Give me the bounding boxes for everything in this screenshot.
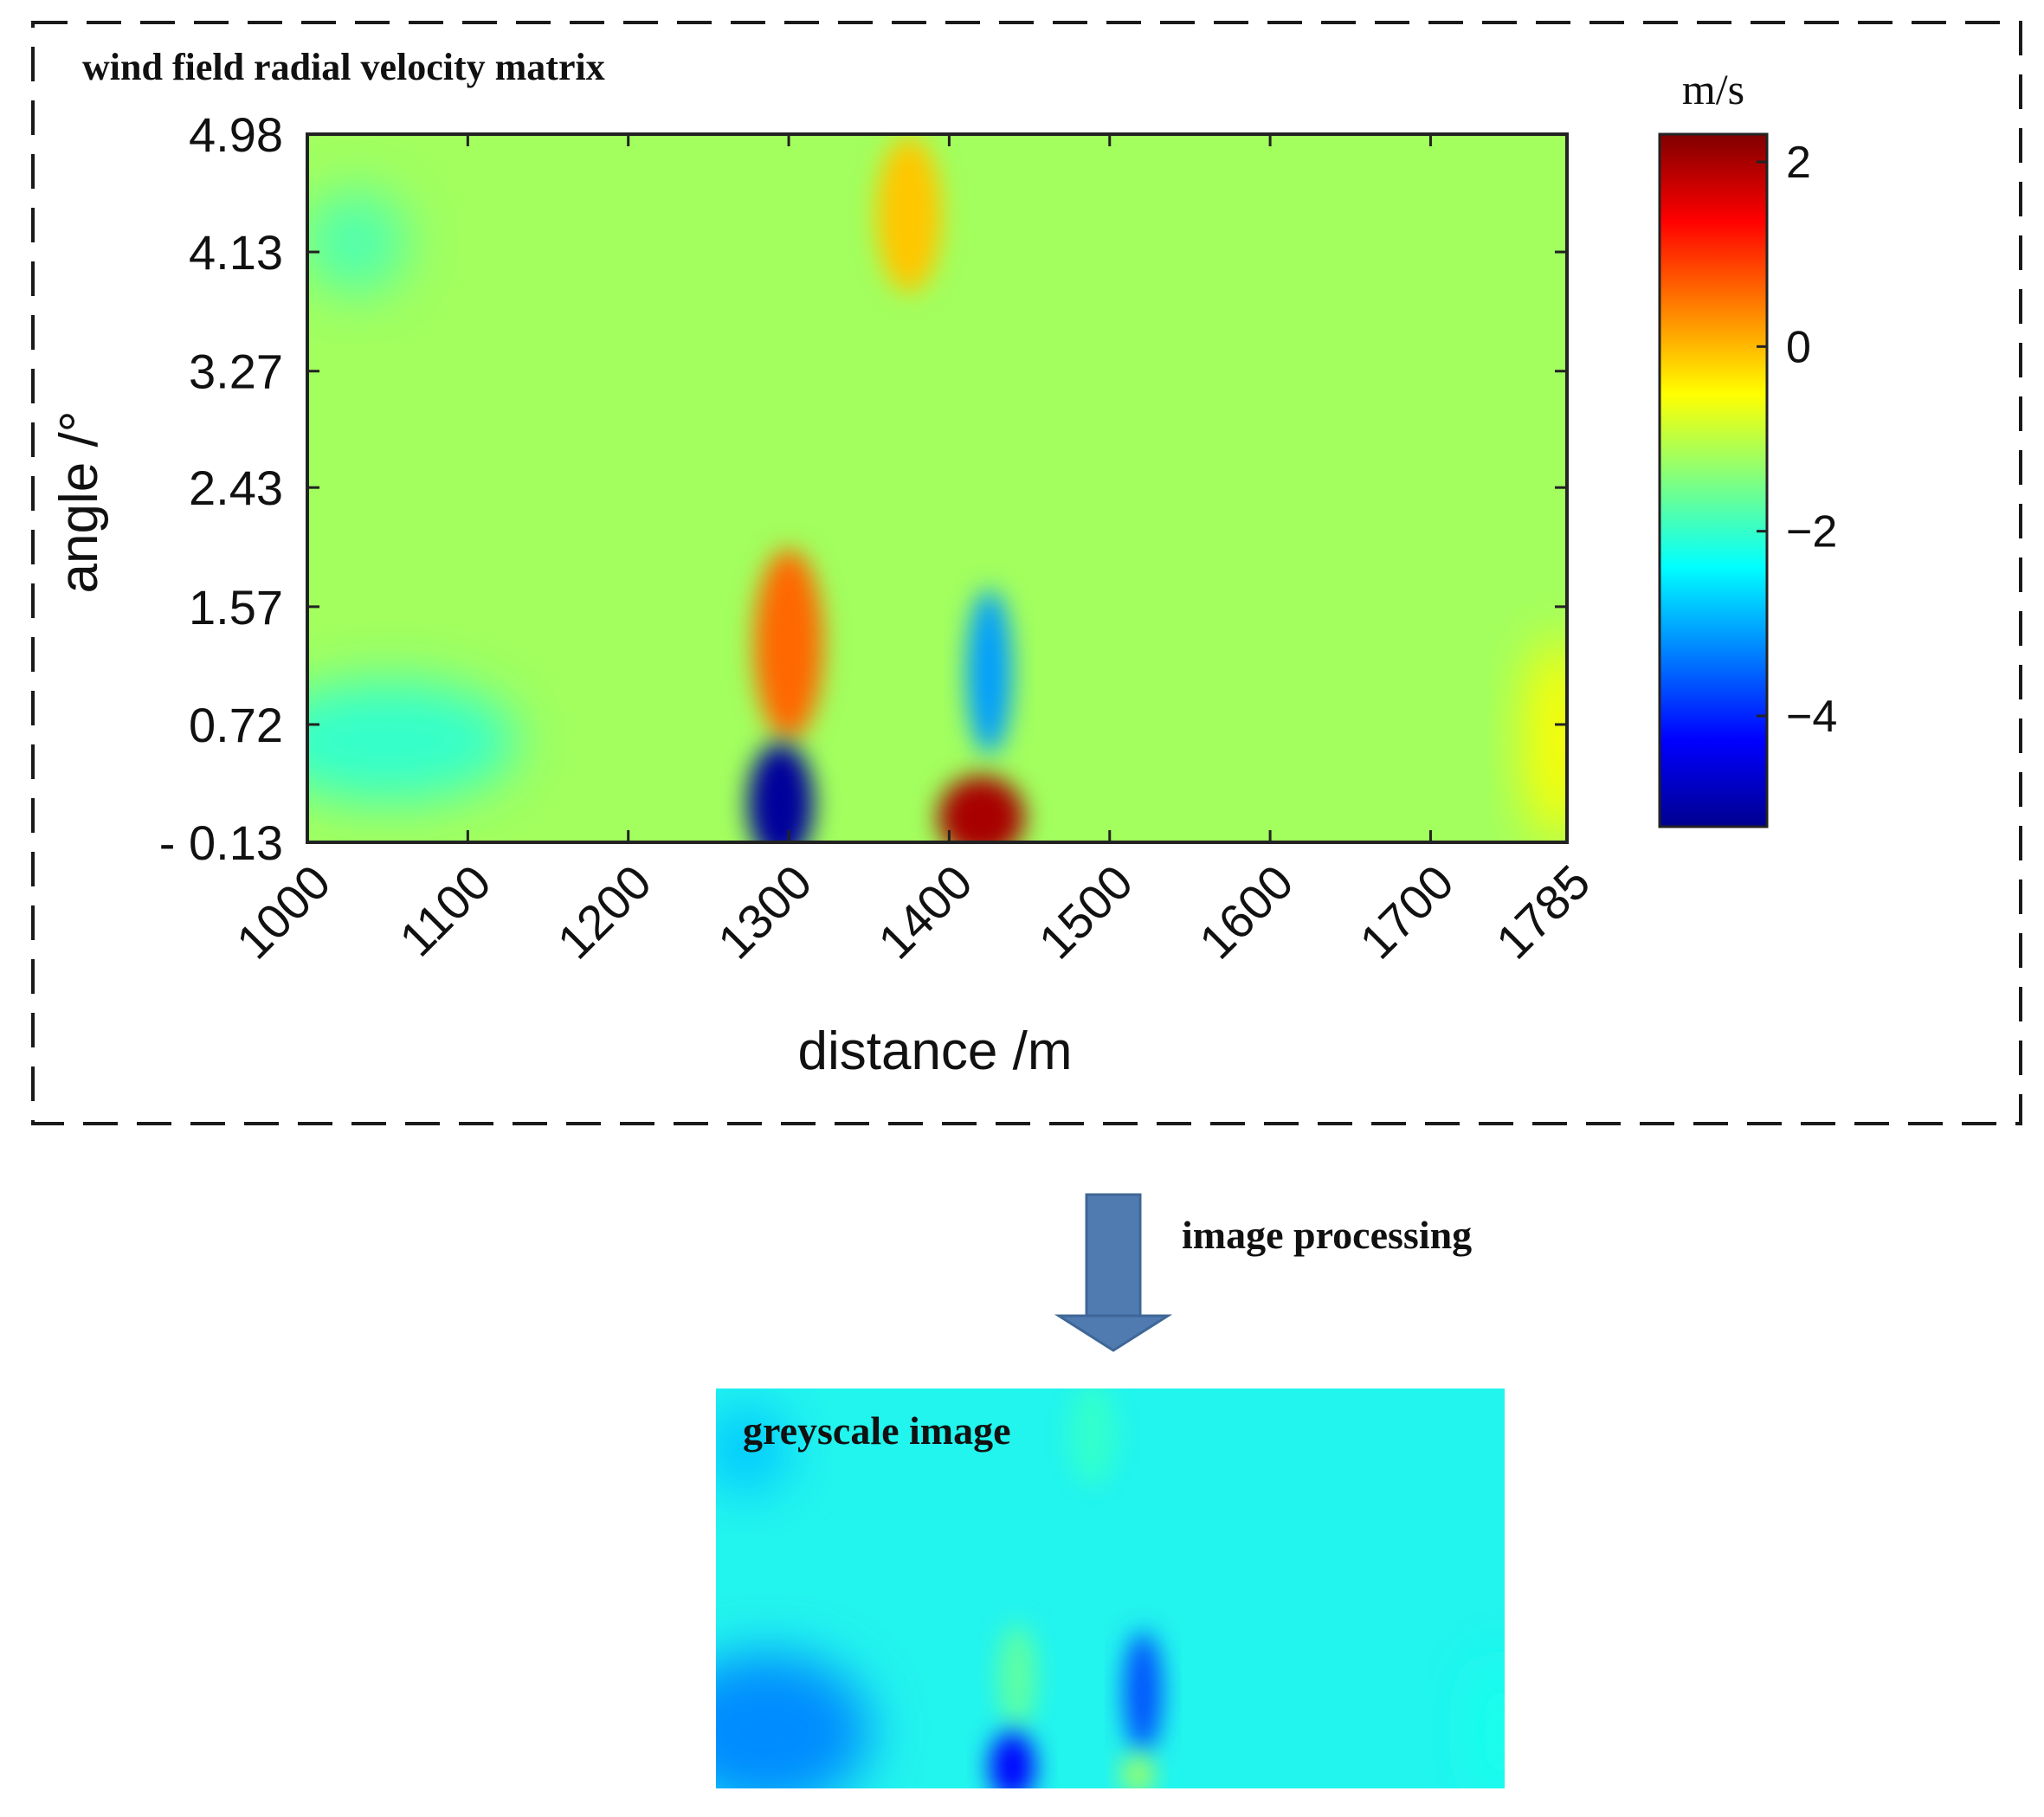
x-tick-label: 1400 [867, 854, 983, 970]
heatmap-feature-left-top-region [307, 190, 408, 294]
greyscale-feature-positive-band [998, 1624, 1037, 1729]
greyscale-label: greyscale image [743, 1408, 1011, 1453]
x-tick-label: 1700 [1349, 854, 1464, 970]
heatmap-feature-strong-positive-core [938, 776, 1025, 842]
process-label: image processing [1182, 1213, 1472, 1257]
colorbar [1658, 132, 1769, 828]
x-tick-label: 1300 [707, 854, 822, 970]
x-tick-label: 1785 [1486, 854, 1601, 970]
y-tick-label: 4.98 [189, 107, 283, 162]
greyscale-feature-positive-top-patch [1068, 1389, 1118, 1486]
colorbar-tick-label: 2 [1786, 138, 1811, 188]
heatmap-feature-strong-negative-core [747, 743, 814, 842]
y-tick-label: - 0.13 [159, 815, 283, 870]
x-tick-label: 1100 [389, 854, 501, 967]
top-panel-label: wind field radial velocity matrix [82, 46, 605, 88]
x-tick-label: 1600 [1189, 854, 1304, 970]
y-tick-label: 0.72 [189, 698, 283, 752]
x-tick-label: 1000 [226, 854, 341, 970]
heatmap-feature-negative-band [966, 590, 1012, 755]
greyscale-feature-right-edge-region [1465, 1653, 1505, 1788]
colorbar-tick-label: 0 [1786, 322, 1811, 372]
colorbar-tick-label: −2 [1786, 507, 1837, 557]
y-tick-label: 2.43 [189, 461, 283, 515]
greyscale-feature-negative-band [1124, 1631, 1163, 1753]
heatmap-feature-positive-top-patch [876, 136, 943, 293]
greyscale-image [716, 1389, 1505, 1788]
heatmap [307, 134, 1567, 842]
y-tick-label: 3.27 [189, 345, 283, 399]
x-tick-label: 1200 [547, 854, 662, 970]
heatmap-feature-left-low-region [307, 680, 518, 802]
greyscale-feature-strong-positive-core [1122, 1755, 1154, 1788]
colorbar-label: m/s [1682, 65, 1744, 113]
colorbar-tick-label: −4 [1786, 692, 1837, 742]
down-arrow-icon [1054, 1193, 1173, 1352]
x-tick-label: 1500 [1028, 854, 1144, 970]
y-tick-label: 1.57 [189, 580, 283, 635]
x-axis-label: distance /m [797, 1021, 1072, 1081]
greyscale-feature-left-top-region [716, 1406, 790, 1493]
y-axis-label: angle /° [49, 411, 109, 594]
greyscale-feature-left-low-region [716, 1653, 870, 1788]
greyscale-feature-strong-negative-core [990, 1731, 1035, 1788]
heatmap-feature-right-edge-region [1524, 637, 1567, 842]
heatmap-feature-positive-band [754, 549, 824, 740]
top-panel-frame [31, 21, 2022, 1125]
y-tick-label: 4.13 [189, 225, 283, 280]
